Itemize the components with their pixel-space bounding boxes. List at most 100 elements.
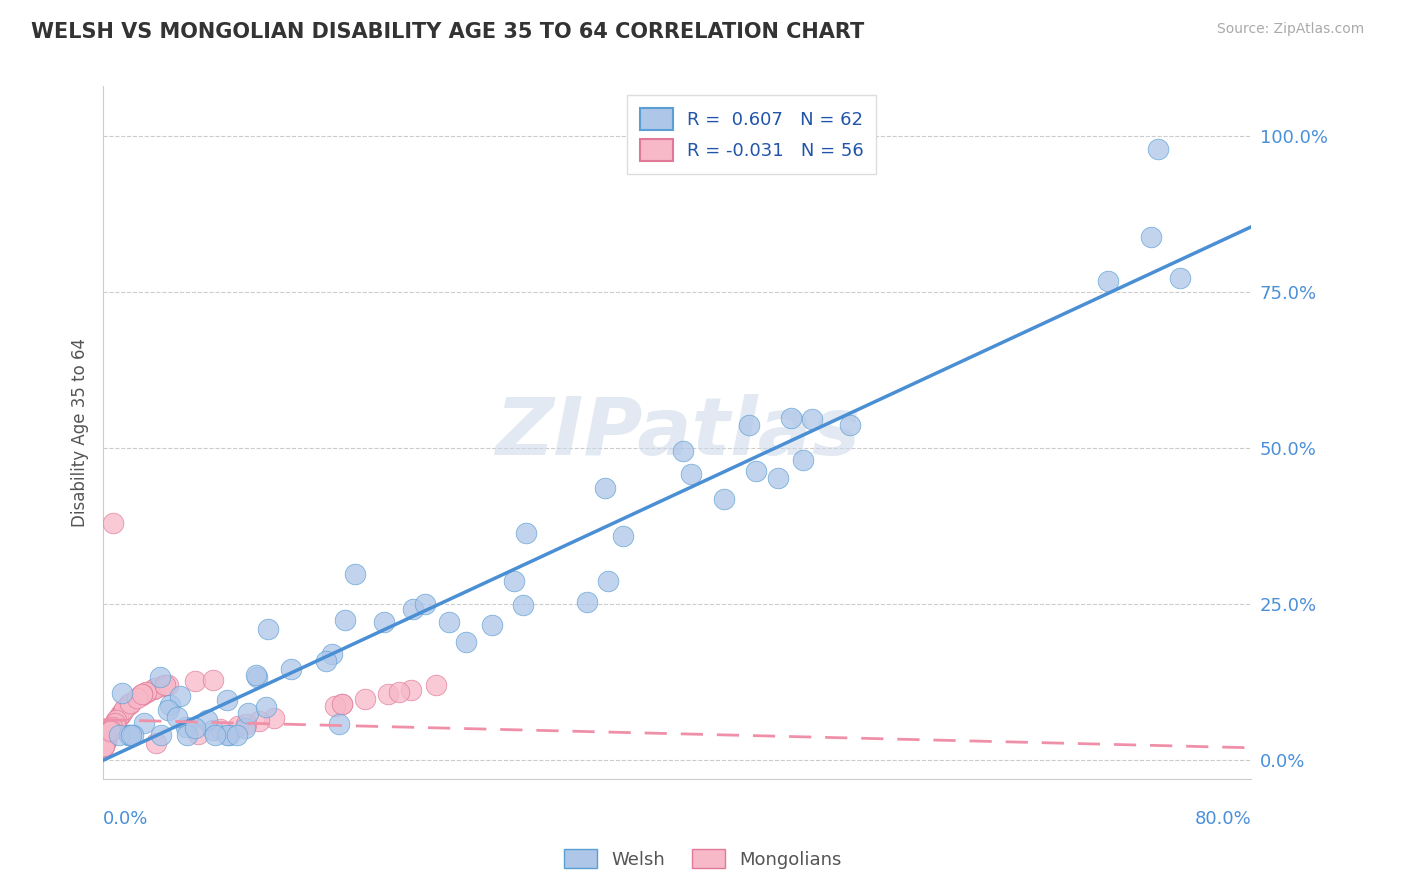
Point: [176, 728, 198, 742]
Point: [225, 728, 247, 742]
Point: [388, 685, 411, 699]
Point: [153, 678, 176, 692]
Point: [330, 697, 353, 711]
Point: [101, 516, 124, 531]
Point: [330, 697, 353, 711]
Point: [150, 679, 173, 693]
Point: [373, 615, 395, 629]
Point: [184, 722, 207, 736]
Point: [107, 711, 129, 725]
Point: [512, 598, 534, 612]
Point: [779, 411, 801, 425]
Point: [323, 698, 346, 713]
Point: [766, 471, 789, 485]
Point: [745, 464, 768, 478]
Point: [117, 698, 139, 713]
Point: [1147, 142, 1170, 156]
Point: [218, 728, 240, 742]
Point: [143, 681, 166, 696]
Point: [425, 677, 447, 691]
Point: [315, 654, 337, 668]
Point: [157, 703, 180, 717]
Y-axis label: Disability Age 35 to 64: Disability Age 35 to 64: [72, 338, 89, 527]
Point: [121, 728, 143, 742]
Point: [94, 734, 117, 748]
Point: [204, 728, 226, 742]
Point: [131, 687, 153, 701]
Point: [100, 723, 122, 738]
Point: [108, 728, 131, 742]
Point: [101, 720, 124, 734]
Point: [111, 685, 134, 699]
Point: [118, 728, 141, 742]
Point: [481, 618, 503, 632]
Point: [157, 678, 180, 692]
Point: [103, 716, 125, 731]
Point: [155, 678, 177, 692]
Point: [333, 614, 356, 628]
Point: [93, 739, 115, 754]
Point: [111, 704, 134, 718]
Point: [263, 711, 285, 725]
Point: [94, 733, 117, 747]
Point: [226, 719, 249, 733]
Point: [233, 722, 256, 736]
Point: [245, 668, 267, 682]
Point: [134, 715, 156, 730]
Point: [235, 717, 257, 731]
Point: [136, 684, 159, 698]
Point: [120, 696, 142, 710]
Text: ZIPatlas: ZIPatlas: [495, 393, 859, 472]
Point: [713, 491, 735, 506]
Point: [103, 716, 125, 731]
Text: 80.0%: 80.0%: [1195, 810, 1251, 828]
Point: [377, 688, 399, 702]
Point: [131, 687, 153, 701]
Point: [246, 670, 269, 684]
Point: [596, 574, 619, 588]
Point: [110, 706, 132, 721]
Point: [187, 727, 209, 741]
Point: [503, 574, 526, 588]
Point: [125, 690, 148, 705]
Legend: Welsh, Mongolians: Welsh, Mongolians: [557, 842, 849, 876]
Point: [98, 724, 121, 739]
Point: [1140, 230, 1163, 244]
Legend: R =  0.607   N = 62, R = -0.031   N = 56: R = 0.607 N = 62, R = -0.031 N = 56: [627, 95, 876, 174]
Point: [238, 706, 260, 721]
Point: [1097, 274, 1119, 288]
Point: [354, 692, 377, 706]
Point: [93, 740, 115, 755]
Point: [166, 710, 188, 724]
Point: [112, 702, 135, 716]
Point: [402, 602, 425, 616]
Point: [93, 739, 115, 754]
Point: [118, 697, 141, 711]
Point: [159, 698, 181, 712]
Point: [254, 700, 277, 714]
Point: [215, 728, 238, 742]
Point: [679, 467, 702, 482]
Point: [174, 720, 197, 734]
Point: [575, 594, 598, 608]
Point: [1168, 271, 1191, 285]
Point: [515, 525, 537, 540]
Point: [93, 738, 115, 752]
Point: [184, 674, 207, 689]
Point: [201, 723, 224, 738]
Point: [838, 418, 860, 433]
Point: [110, 707, 132, 722]
Point: [104, 716, 127, 731]
Text: Source: ZipAtlas.com: Source: ZipAtlas.com: [1216, 22, 1364, 37]
Point: [454, 634, 477, 648]
Point: [131, 688, 153, 702]
Point: [93, 737, 115, 751]
Point: [145, 736, 167, 750]
Point: [135, 685, 157, 699]
Point: [247, 714, 270, 729]
Point: [209, 723, 232, 737]
Point: [257, 622, 280, 636]
Point: [399, 682, 422, 697]
Point: [738, 418, 761, 433]
Point: [195, 714, 218, 728]
